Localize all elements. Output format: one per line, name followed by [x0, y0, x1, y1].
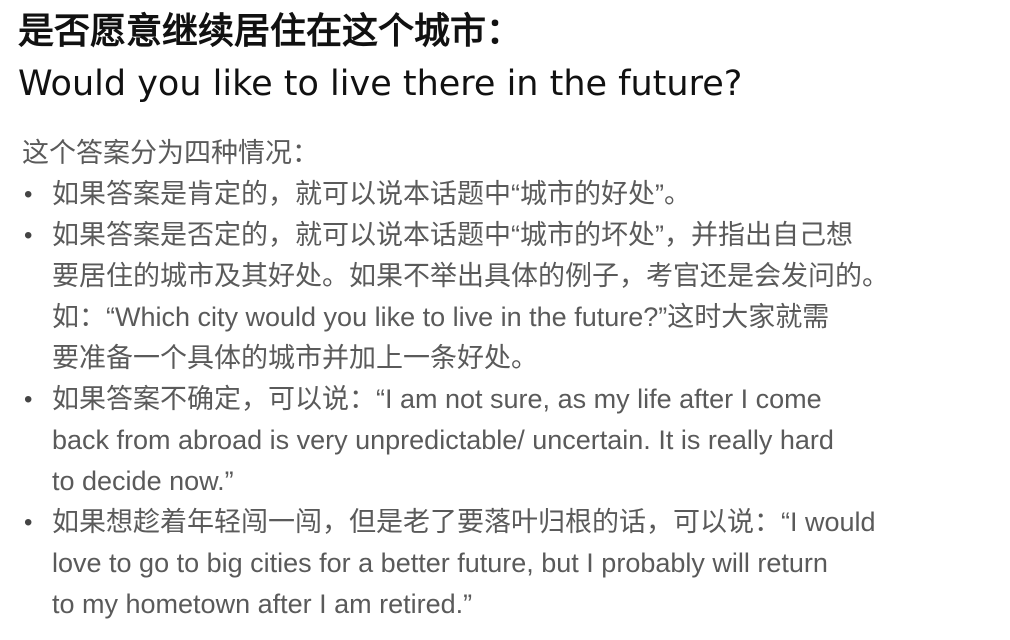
bullet-dot-icon: •: [24, 222, 33, 249]
bullet-list: • 如果答案是肯定的，就可以说本话题中“城市的好处”。 • 如果答案是否定的，就…: [22, 174, 992, 625]
bullet-line: love to go to big cities for a better fu…: [52, 548, 828, 578]
intro-text: 这个答案分为四种情况：: [22, 138, 319, 168]
bullet-item: • 如果想趁着年轻闯一闯，但是老了要落叶归根的话，可以说：“I would lo…: [22, 502, 992, 625]
bullet-item: • 如果答案是否定的，就可以说本话题中“城市的坏处”，并指出自己想 要居住的城市…: [22, 215, 992, 379]
bullet-line: back from abroad is very unpredictable/ …: [52, 425, 834, 455]
title-english: Would you like to live there in the futu…: [18, 64, 743, 104]
title-chinese: 是否愿意继续居住在这个城市：: [18, 11, 523, 52]
bullet-dot-icon: •: [24, 181, 33, 208]
bullet-line: 如果答案不确定，可以说：“I am not sure, as my life a…: [52, 384, 822, 414]
bullet-line: 如果答案是肯定的，就可以说本话题中“城市的好处”。: [52, 179, 691, 209]
bullet-line: 如果答案是否定的，就可以说本话题中“城市的坏处”，并指出自己想: [52, 220, 853, 250]
bullet-item: • 如果答案是肯定的，就可以说本话题中“城市的好处”。: [22, 174, 992, 215]
bullet-dot-icon: •: [24, 386, 33, 413]
bullet-line: 如果想趁着年轻闯一闯，但是老了要落叶归根的话，可以说：“I would: [52, 507, 876, 537]
bullet-dot-icon: •: [24, 509, 33, 536]
bullet-line: 要准备一个具体的城市并加上一条好处。: [52, 343, 538, 373]
bullet-line: 要居住的城市及其好处。如果不举出具体的例子，考官还是会发问的。: [52, 261, 889, 291]
bullet-line: 如：“Which city would you like to live in …: [52, 302, 830, 332]
bullet-line: to decide now.”: [52, 466, 234, 496]
bullet-line: to my hometown after I am retired.”: [52, 589, 473, 619]
bullet-item: • 如果答案不确定，可以说：“I am not sure, as my life…: [22, 379, 992, 502]
